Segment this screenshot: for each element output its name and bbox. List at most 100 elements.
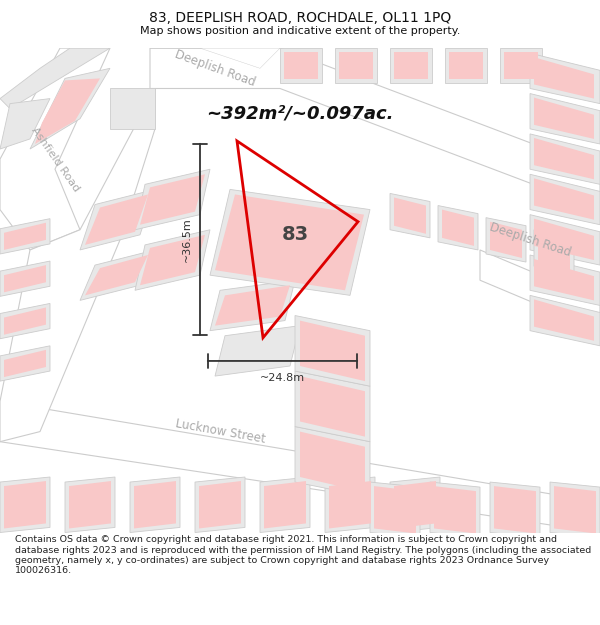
Text: Deeplish Road: Deeplish Road [173, 48, 257, 89]
Polygon shape [530, 134, 600, 184]
Polygon shape [445, 48, 487, 84]
Polygon shape [374, 486, 416, 534]
Polygon shape [65, 477, 115, 532]
Polygon shape [284, 52, 318, 79]
Polygon shape [280, 48, 322, 84]
Polygon shape [140, 174, 205, 225]
Polygon shape [0, 48, 110, 109]
Polygon shape [530, 296, 600, 346]
Polygon shape [449, 52, 483, 79]
Polygon shape [390, 48, 432, 84]
Polygon shape [538, 234, 570, 270]
Polygon shape [4, 481, 46, 529]
Polygon shape [434, 486, 476, 534]
Polygon shape [4, 222, 46, 250]
Text: Map shows position and indicative extent of the property.: Map shows position and indicative extent… [140, 26, 460, 36]
Polygon shape [30, 68, 110, 149]
Polygon shape [264, 481, 306, 529]
Polygon shape [442, 209, 474, 246]
Polygon shape [500, 48, 542, 84]
Polygon shape [530, 214, 600, 265]
Polygon shape [295, 316, 370, 386]
Polygon shape [85, 255, 148, 296]
Polygon shape [260, 477, 310, 532]
Polygon shape [0, 346, 50, 381]
Polygon shape [195, 477, 245, 532]
Polygon shape [140, 235, 205, 285]
Polygon shape [135, 230, 210, 290]
Polygon shape [486, 217, 526, 262]
Polygon shape [335, 48, 377, 84]
Polygon shape [534, 98, 594, 139]
Polygon shape [210, 189, 370, 296]
Text: ~36.5m: ~36.5m [182, 217, 192, 262]
Polygon shape [480, 250, 600, 331]
Text: 83, DEEPLISH ROAD, ROCHDALE, OL11 1PQ: 83, DEEPLISH ROAD, ROCHDALE, OL11 1PQ [149, 11, 451, 24]
Polygon shape [430, 482, 480, 538]
Polygon shape [530, 255, 600, 306]
Polygon shape [494, 486, 536, 534]
Polygon shape [534, 230, 574, 274]
Polygon shape [0, 48, 110, 250]
Polygon shape [0, 99, 50, 149]
Text: Lucknow Street: Lucknow Street [174, 418, 266, 446]
Polygon shape [210, 280, 295, 331]
Text: Ashfield Road: Ashfield Road [29, 125, 81, 193]
Polygon shape [295, 426, 370, 497]
Polygon shape [0, 89, 155, 442]
Polygon shape [0, 303, 50, 339]
Polygon shape [199, 481, 241, 529]
Polygon shape [394, 481, 436, 529]
Polygon shape [504, 52, 538, 79]
Polygon shape [85, 194, 148, 245]
Polygon shape [300, 376, 365, 437]
Text: Deeplish Road: Deeplish Road [488, 221, 572, 259]
Polygon shape [135, 169, 210, 230]
Polygon shape [329, 481, 371, 529]
Polygon shape [4, 350, 46, 377]
Polygon shape [530, 174, 600, 225]
Text: ~24.8m: ~24.8m [260, 373, 305, 383]
Polygon shape [534, 219, 594, 260]
Polygon shape [4, 308, 46, 335]
Polygon shape [490, 482, 540, 538]
Polygon shape [550, 482, 600, 538]
Polygon shape [530, 53, 600, 104]
Polygon shape [339, 52, 373, 79]
Polygon shape [370, 482, 420, 538]
Polygon shape [80, 250, 155, 301]
Polygon shape [295, 371, 370, 442]
Polygon shape [4, 265, 46, 292]
Polygon shape [80, 189, 155, 250]
Polygon shape [215, 326, 300, 376]
Polygon shape [69, 481, 111, 529]
Polygon shape [130, 477, 180, 532]
Polygon shape [0, 477, 50, 532]
Polygon shape [438, 206, 478, 250]
Polygon shape [300, 321, 365, 381]
Polygon shape [534, 299, 594, 341]
Polygon shape [150, 48, 600, 209]
Polygon shape [110, 89, 155, 129]
Polygon shape [390, 194, 430, 238]
Polygon shape [215, 285, 290, 326]
Polygon shape [325, 477, 375, 532]
Polygon shape [534, 178, 594, 219]
Polygon shape [530, 94, 600, 144]
Polygon shape [134, 481, 176, 529]
Polygon shape [150, 48, 280, 68]
Polygon shape [490, 222, 522, 258]
Text: ~392m²/~0.097ac.: ~392m²/~0.097ac. [206, 105, 394, 122]
Polygon shape [534, 259, 594, 301]
Polygon shape [215, 194, 364, 290]
Polygon shape [394, 198, 426, 234]
Polygon shape [0, 401, 600, 532]
Polygon shape [0, 261, 50, 296]
Polygon shape [35, 78, 100, 144]
Polygon shape [554, 486, 596, 534]
Polygon shape [534, 58, 594, 99]
Polygon shape [390, 477, 440, 532]
Polygon shape [394, 52, 428, 79]
Text: 83: 83 [281, 225, 308, 244]
Polygon shape [0, 219, 50, 254]
